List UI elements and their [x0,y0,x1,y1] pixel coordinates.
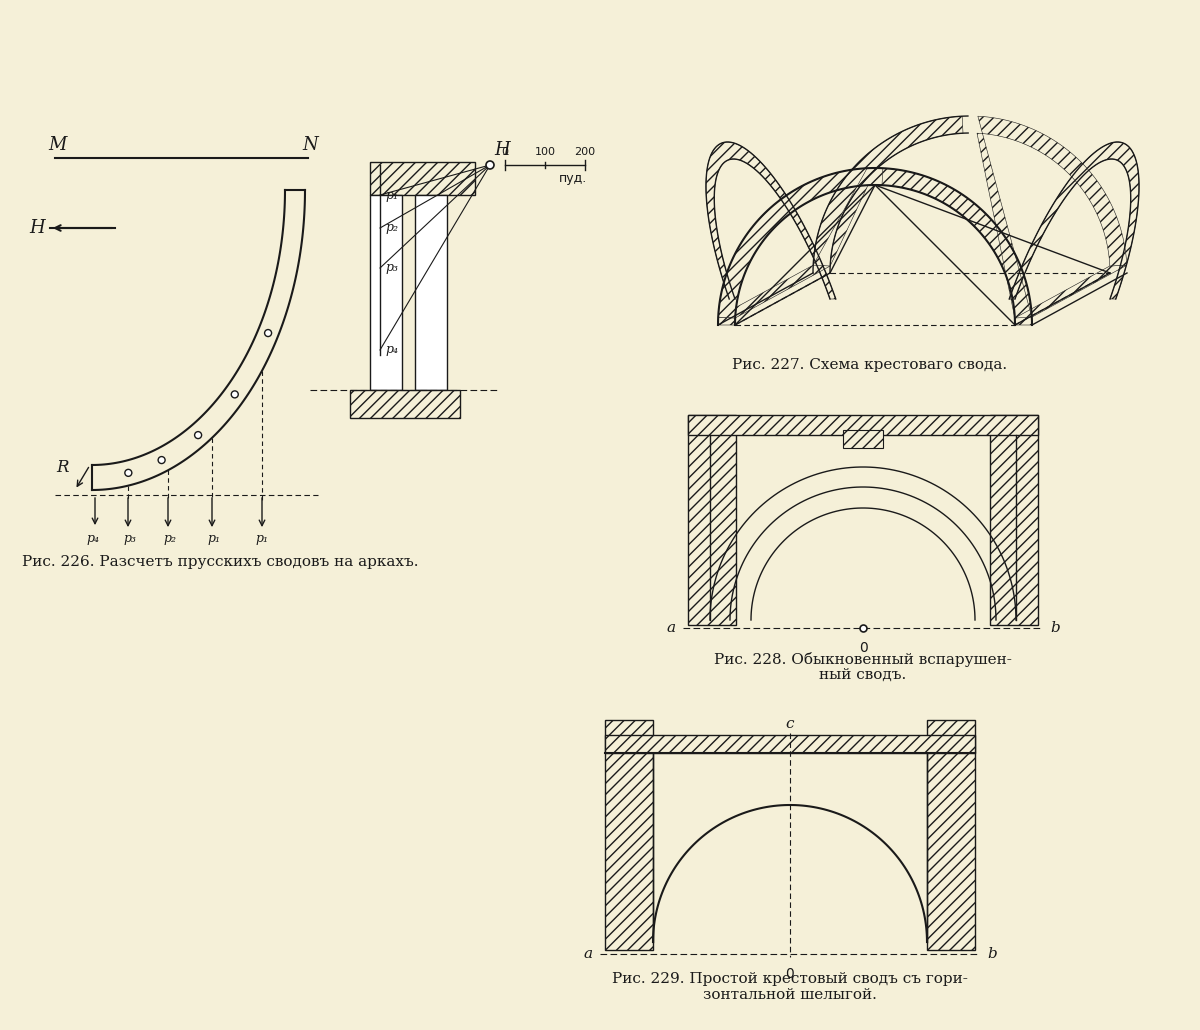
Text: 200: 200 [575,147,595,157]
Text: Рис. 226. Разсчетъ прусскихъ сводовъ на аркахъ.: Рис. 226. Разсчетъ прусскихъ сводовъ на … [22,555,419,569]
Bar [688,415,736,625]
Text: пуд.: пуд. [559,172,587,185]
Text: Рис. 229. Простой крестовый сводъ съ гори-: Рис. 229. Простой крестовый сводъ съ гор… [612,972,968,986]
Text: R: R [55,459,68,477]
Text: Рис. 228. Обыкновенный вспарушен-: Рис. 228. Обыкновенный вспарушен- [714,652,1012,667]
Polygon shape [718,116,964,318]
Text: p₃: p₃ [385,262,398,275]
Text: p₃: p₃ [124,533,137,545]
Bar [415,195,446,390]
Text: H: H [29,219,44,237]
Text: 0: 0 [859,641,868,655]
Bar [370,162,475,195]
Bar [990,415,1038,625]
Text: N: N [302,136,318,154]
Bar [688,415,1038,435]
Text: 0: 0 [786,967,794,981]
Polygon shape [1009,142,1139,299]
Text: p₁: p₁ [208,533,221,545]
Text: p₄: p₄ [385,343,398,356]
Text: b: b [986,947,997,961]
Polygon shape [718,265,830,318]
Circle shape [486,161,494,169]
Bar [370,195,402,390]
Text: c: c [786,717,794,731]
Bar [605,735,974,753]
Polygon shape [882,116,1127,318]
Polygon shape [706,142,835,299]
Text: M: M [48,136,66,154]
Text: p₂: p₂ [385,221,398,235]
Text: 100: 100 [534,147,556,157]
Text: зонтальной шелыгой.: зонтальной шелыгой. [703,988,877,1002]
Bar [605,720,653,950]
Polygon shape [1015,265,1127,318]
Text: p₁: p₁ [256,533,269,545]
Text: b: b [1050,621,1060,636]
Bar [842,430,883,448]
Text: p₂: p₂ [163,533,176,545]
Bar [350,390,460,418]
Text: p₄: p₄ [86,533,100,545]
Text: ный сводъ.: ный сводъ. [820,668,907,682]
Text: p₁: p₁ [385,188,398,202]
Text: a: a [667,621,676,636]
Text: 0: 0 [502,147,509,157]
Circle shape [125,470,132,476]
Circle shape [264,330,271,337]
Bar [928,720,974,950]
Circle shape [232,391,239,398]
Text: H: H [494,141,510,159]
Circle shape [194,432,202,439]
Circle shape [158,456,166,464]
Text: Рис. 227. Схема крестоваго свода.: Рис. 227. Схема крестоваго свода. [732,358,1008,372]
Polygon shape [718,168,1032,325]
Text: a: a [584,947,593,961]
